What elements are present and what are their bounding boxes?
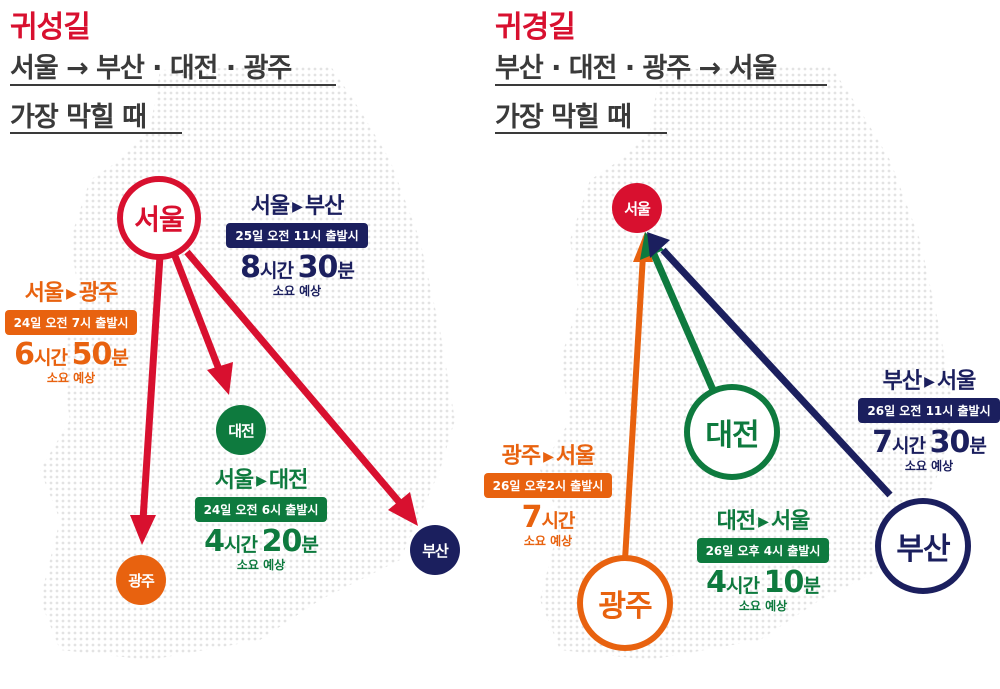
subtitle2-underline: [10, 132, 182, 134]
node-seoul: 서울: [612, 183, 662, 233]
node-seoul: 서울: [117, 176, 201, 260]
arrow-gwangju-seoul: [622, 254, 646, 561]
estimate-note: 소요 예상: [738, 599, 788, 613]
node-gwangju: 광주: [577, 555, 673, 651]
node-daejeon: 대전: [684, 384, 780, 480]
route-info-busan-seoul: 부산 ▶ 서울 26일 오전 11시 출발시 7시간 30분 소요 예상: [858, 363, 1000, 474]
arrow-seoul-busan: [184, 249, 403, 506]
return-title: 귀경길: [495, 10, 576, 45]
arrow-seoul-gwangju: [139, 255, 164, 521]
estimate-note: 소요 예상: [46, 371, 96, 385]
estimate-note: 소요 예상: [236, 558, 286, 572]
arrow-seoul-daejeon: [171, 254, 224, 374]
departure-badge: 26일 오전 11시 출발시: [858, 398, 1000, 423]
departure-badge: 25일 오전 11시 출발시: [226, 223, 368, 248]
outbound-subtitle: 서울 → 부산 · 대전 · 광주: [10, 53, 292, 84]
route-info-seoul-busan: 서울 ▶ 부산 25일 오전 11시 출발시 8시간 30분 소요 예상: [222, 188, 372, 299]
route-title: 부산 ▶ 서울: [882, 369, 977, 394]
route-info-gwangju-seoul: 광주 ▶ 서울 26일 오후2시 출발시 7시간 소요 예상: [478, 438, 618, 549]
route-title: 서울 ▶ 부산: [250, 194, 345, 219]
arrowhead-daejeon-icon: [207, 362, 233, 395]
duration: 8시간 30분: [240, 250, 355, 285]
duration: 7시간: [521, 500, 576, 535]
play-triangle-icon: ▶: [758, 514, 769, 530]
play-triangle-icon: ▶: [66, 286, 77, 302]
subtitle-underline: [10, 84, 336, 86]
outbound-title: 귀성길: [10, 10, 91, 45]
departure-badge: 26일 오후 4시 출발시: [696, 538, 830, 563]
route-info-seoul-gwangju: 서울 ▶ 광주 24일 오전 7시 출발시 6시간 50분 소요 예상: [0, 275, 142, 386]
arrow-daejeon-seoul: [649, 250, 717, 392]
node-busan: 부산: [875, 498, 971, 594]
duration: 6시간 50분: [14, 337, 129, 372]
node-daejeon: 대전: [216, 405, 266, 455]
estimate-note: 소요 예상: [904, 459, 954, 473]
arrowhead-busan-icon: [388, 492, 418, 526]
estimate-note: 소요 예상: [523, 534, 573, 548]
departure-badge: 26일 오후2시 출발시: [483, 473, 613, 498]
play-triangle-icon: ▶: [924, 374, 935, 390]
play-triangle-icon: ▶: [543, 449, 554, 465]
play-triangle-icon: ▶: [256, 473, 267, 489]
arrow-busan-seoul: [660, 247, 893, 498]
arrowhead-busan-icon: [647, 232, 670, 258]
duration: 4시간 10분: [706, 565, 821, 600]
departure-badge: 24일 오전 7시 출발시: [4, 310, 138, 335]
return-subtitle2: 가장 막힐 때: [495, 102, 632, 133]
return-panel: 귀경길 부산 · 대전 · 광주 → 서울 가장 막힐 때 서울 대전 광주 부…: [483, 0, 1000, 689]
outbound-panel: 귀성길 서울 → 부산 · 대전 · 광주 가장 막힐 때 서울 대전 광주 부…: [0, 10, 460, 660]
estimate-note: 소요 예상: [272, 284, 322, 298]
node-gwangju: 광주: [116, 555, 166, 605]
outbound-subtitle2: 가장 막힐 때: [10, 102, 147, 133]
route-info-daejeon-seoul: 대전 ▶ 서울 26일 오후 4시 출발시 4시간 10분 소요 예상: [688, 503, 838, 614]
subtitle2-underline: [495, 132, 667, 134]
duration: 4시간 20분: [204, 524, 319, 559]
outbound-arrows: [130, 249, 418, 545]
return-arrows: [622, 232, 893, 561]
route-info-seoul-daejeon: 서울 ▶ 대전 24일 오전 6시 출발시 4시간 20분 소요 예상: [186, 462, 336, 573]
duration: 7시간 30분: [872, 425, 987, 460]
arrowhead-gwangju-icon: [130, 515, 156, 545]
node-busan: 부산: [410, 525, 460, 575]
route-title: 대전 ▶ 서울: [716, 509, 811, 534]
route-title: 서울 ▶ 광주: [24, 281, 119, 306]
route-title: 서울 ▶ 대전: [214, 468, 309, 493]
play-triangle-icon: ▶: [292, 199, 303, 215]
return-subtitle: 부산 · 대전 · 광주 → 서울: [495, 53, 777, 84]
subtitle-underline: [495, 84, 827, 86]
route-title: 광주 ▶ 서울: [501, 444, 596, 469]
departure-badge: 24일 오전 6시 출발시: [194, 497, 328, 522]
